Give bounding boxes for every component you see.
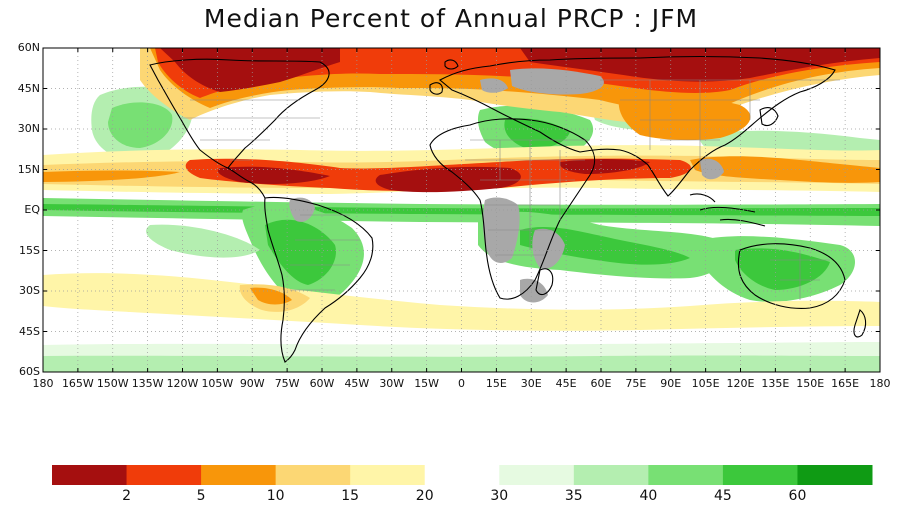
map-field — [43, 48, 880, 372]
lon-label: 150W — [96, 377, 129, 390]
lon-label: 150E — [796, 377, 825, 390]
lat-label: 45N — [17, 81, 40, 95]
lon-label: 180 — [32, 377, 54, 390]
colorbar-label: 5 — [196, 488, 206, 504]
lat-label: EQ — [24, 203, 40, 216]
lon-label: 75E — [625, 377, 647, 390]
colorbar-swatch — [722, 465, 798, 485]
colorbar-label: 45 — [713, 488, 732, 504]
axis-ticks — [42, 47, 881, 373]
dry-regions — [43, 48, 880, 331]
colorbar-label: 40 — [639, 488, 658, 504]
lat-label: 30S — [19, 284, 40, 297]
lat-label: 60S — [19, 365, 40, 378]
lat-label: 30N — [17, 122, 40, 135]
colorbar-swatch — [52, 465, 128, 485]
lat-label: 45S — [19, 324, 40, 338]
lon-label: 30W — [379, 377, 405, 390]
lon-label: 15E — [485, 377, 507, 390]
colorbar-swatch — [648, 465, 724, 485]
map-title: Median Percent of Annual PRCP : JFM — [203, 4, 699, 33]
lon-label: 165W — [61, 377, 94, 390]
colorbar-swatch — [499, 465, 575, 485]
colorbar-swatch — [350, 465, 426, 485]
lon-label: 135W — [131, 377, 164, 390]
lat-label: 15N — [17, 162, 40, 176]
colorbar-label: 20 — [415, 488, 434, 504]
colorbar-swatch — [201, 465, 277, 485]
colorbar-swatch — [424, 465, 500, 485]
lon-label: 165E — [831, 377, 860, 390]
lon-label: 105W — [201, 377, 234, 390]
colorbar-swatch — [126, 465, 202, 485]
lon-label: 120E — [726, 377, 755, 390]
colorbar-label: 60 — [788, 488, 807, 504]
lon-label: 180 — [869, 377, 891, 390]
colorbar — [52, 465, 873, 485]
lon-label: 90W — [239, 377, 265, 390]
coastlines — [149, 55, 867, 363]
lon-label: 0 — [458, 377, 465, 390]
lon-label: 15W — [414, 377, 440, 390]
colorbar-label: 15 — [341, 488, 360, 504]
colorbar-swatch — [797, 465, 873, 485]
lon-label: 105E — [691, 377, 720, 390]
lon-label: 30E — [520, 377, 542, 390]
lon-label: 45E — [555, 377, 577, 390]
country-borders — [180, 79, 840, 300]
colorbar-swatch — [573, 465, 649, 485]
colorbar-label: 10 — [266, 488, 285, 504]
lon-label: 120W — [166, 377, 199, 390]
lat-label: 60N — [17, 41, 40, 54]
colorbar-label: 35 — [564, 488, 583, 504]
lon-label: 75W — [274, 377, 300, 390]
lon-label: 60E — [590, 377, 612, 390]
colorbar-label: 30 — [490, 488, 509, 504]
colorbar-swatch — [275, 465, 351, 485]
green-regions — [43, 86, 880, 372]
lat-label: 15S — [19, 243, 40, 257]
colorbar-label: 2 — [122, 488, 131, 504]
lon-label: 90E — [660, 377, 682, 390]
lon-label: 135E — [761, 377, 790, 390]
lon-label: 45W — [344, 377, 370, 390]
lon-label: 60W — [309, 377, 335, 390]
